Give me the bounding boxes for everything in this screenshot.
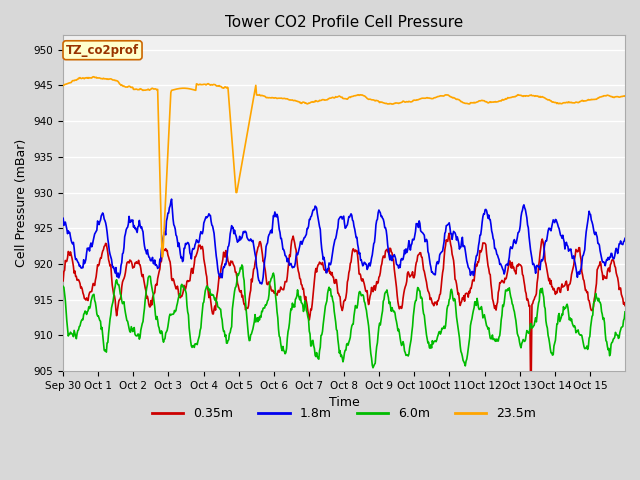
Legend: 0.35m, 1.8m, 6.0m, 23.5m: 0.35m, 1.8m, 6.0m, 23.5m bbox=[147, 402, 541, 425]
Title: Tower CO2 Profile Cell Pressure: Tower CO2 Profile Cell Pressure bbox=[225, 15, 463, 30]
X-axis label: Time: Time bbox=[329, 396, 360, 409]
Text: TZ_co2prof: TZ_co2prof bbox=[66, 44, 139, 57]
Y-axis label: Cell Pressure (mBar): Cell Pressure (mBar) bbox=[15, 139, 28, 267]
